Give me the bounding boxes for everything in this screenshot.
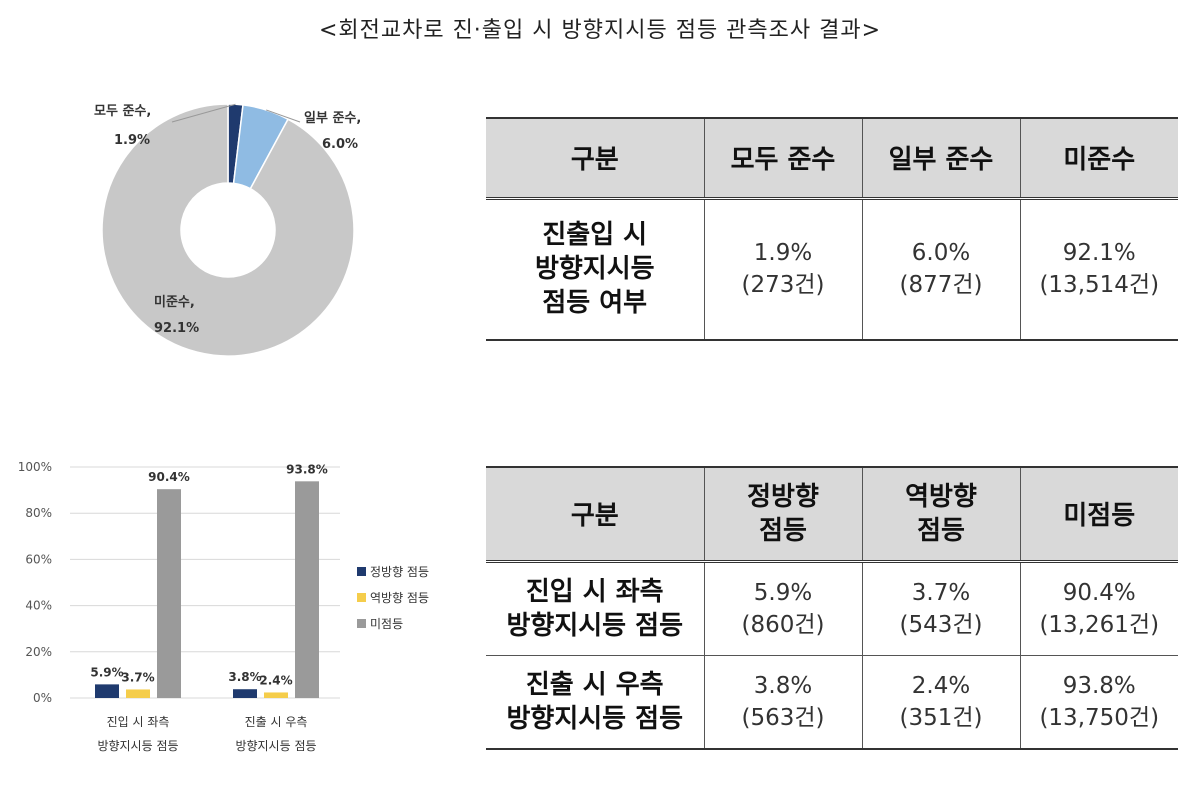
header-no-signal: 미점등 bbox=[1019, 466, 1178, 563]
bar-reverse-direction bbox=[264, 692, 288, 698]
leader-line bbox=[266, 109, 301, 123]
data-label: 3.8% bbox=[228, 670, 261, 684]
donut-chart: 모두 준수, 1.9% 일부 준수, 6.0% 미준수, 92.1% bbox=[94, 103, 361, 357]
legend-swatch bbox=[357, 567, 366, 576]
label-partial-compliant-pct: 6.0% bbox=[322, 137, 358, 152]
page-title: <회전교차로 진·출입 시 방향지시등 점등 관측조사 결과> bbox=[318, 18, 882, 43]
y-tick-label: 0% bbox=[33, 691, 52, 705]
leader-line bbox=[171, 103, 236, 123]
signal-direction-table: 구분 정방향 점등 역방향 점등 미점등 진입 시 좌측 방향지시등 점등 5.… bbox=[486, 466, 1178, 750]
legend-swatch bbox=[357, 619, 366, 628]
category-label-line2: 방향지시등 점등 bbox=[97, 739, 178, 753]
data-label: 2.4% bbox=[259, 673, 292, 687]
header-reverse-direction: 역방향 점등 bbox=[861, 466, 1021, 563]
compliance-table: 구분 모두 준수 일부 준수 미준수 진출입 시 방향지시등 점등 여부 1.9… bbox=[486, 117, 1178, 341]
header-partial-compliant: 일부 준수 bbox=[861, 117, 1021, 200]
label-all-compliant-pct: 1.9% bbox=[114, 133, 150, 148]
header-category: 구분 bbox=[486, 117, 705, 200]
cell-all-compliant: 1.9% (273건) bbox=[703, 197, 863, 341]
label-non-compliant: 미준수, bbox=[154, 294, 195, 310]
label-non-compliant-pct: 92.1% bbox=[154, 321, 199, 336]
header-correct-direction: 정방향 점등 bbox=[703, 466, 863, 563]
y-tick-label: 40% bbox=[25, 599, 52, 613]
data-label: 5.9% bbox=[90, 665, 123, 679]
y-tick-label: 100% bbox=[18, 460, 52, 474]
header-all-compliant: 모두 준수 bbox=[703, 117, 863, 200]
bar-reverse-direction bbox=[126, 689, 150, 698]
legend-label: 미점등 bbox=[370, 617, 403, 631]
row-head-entry-left: 진입 시 좌측 방향지시등 점등 bbox=[486, 560, 705, 656]
category-label: 진입 시 좌측 bbox=[107, 715, 170, 729]
category-label: 진출 시 우측 bbox=[245, 715, 308, 729]
cell-entry-correct: 5.9% (860건) bbox=[703, 560, 863, 656]
y-tick-label: 80% bbox=[25, 506, 52, 520]
row-head-exit-right: 진출 시 우측 방향지시등 점등 bbox=[486, 654, 705, 750]
legend-label: 역방향 점등 bbox=[370, 591, 429, 605]
header-category: 구분 bbox=[486, 466, 705, 563]
cell-entry-reverse: 3.7% (543건) bbox=[861, 560, 1021, 656]
cell-exit-none: 93.8% (13,750건) bbox=[1019, 654, 1178, 750]
bar-correct-direction bbox=[233, 689, 257, 698]
bar-no-signal bbox=[295, 481, 319, 698]
bar-chart: 100% 80% 60% 40% 20% 0% 5.9%3.7% 90.4% 진입 시 좌측방향… bbox=[18, 460, 429, 753]
category-label-line2: 방향지시등 점등 bbox=[235, 739, 316, 753]
y-tick-label: 20% bbox=[25, 645, 52, 659]
cell-entry-none: 90.4% (13,261건) bbox=[1019, 560, 1178, 656]
cell-exit-reverse: 2.4% (351건) bbox=[861, 654, 1021, 750]
bar-no-signal bbox=[157, 489, 181, 698]
label-partial-compliant: 일부 준수, bbox=[304, 111, 361, 126]
y-tick-label: 60% bbox=[25, 552, 52, 566]
bar-correct-direction bbox=[95, 684, 119, 698]
legend-label: 정방향 점등 bbox=[370, 565, 429, 579]
cell-partial-compliant: 6.0% (877건) bbox=[861, 197, 1021, 341]
data-label: 93.8% bbox=[286, 462, 328, 476]
legend-swatch bbox=[357, 593, 366, 602]
cell-non-compliant: 92.1% (13,514건) bbox=[1019, 197, 1178, 341]
header-non-compliant: 미준수 bbox=[1019, 117, 1178, 200]
label-all-compliant: 모두 준수, bbox=[94, 104, 151, 119]
row-head-entry-exit: 진출입 시 방향지시등 점등 여부 bbox=[486, 197, 705, 341]
cell-exit-correct: 3.8% (563건) bbox=[703, 654, 863, 750]
slice-non-compliant bbox=[101, 103, 355, 357]
data-label: 90.4% bbox=[148, 470, 190, 484]
data-label: 3.7% bbox=[121, 670, 154, 684]
